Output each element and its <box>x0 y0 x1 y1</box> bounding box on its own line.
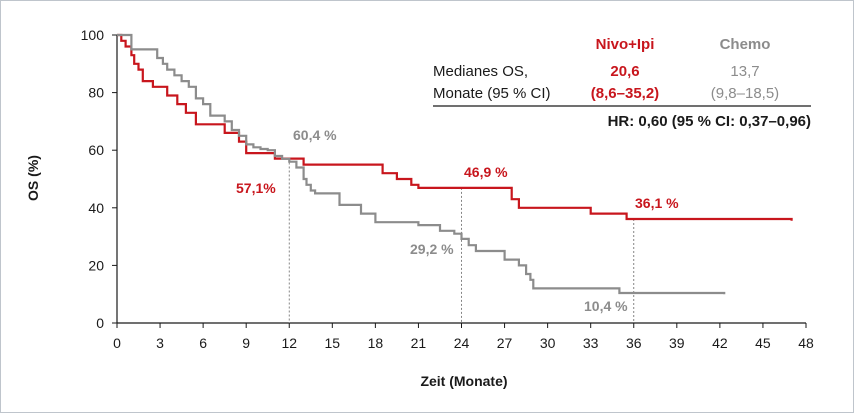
y-tick-label: 80 <box>88 85 104 101</box>
x-tick-label: 6 <box>199 335 207 351</box>
x-tick-label: 27 <box>497 335 513 351</box>
y-tick-label: 0 <box>96 315 104 331</box>
y-tick-label: 40 <box>88 200 104 216</box>
annotation-nivo-12: 57,1% <box>236 180 276 196</box>
reference-lines <box>288 158 635 323</box>
chemo-median-ci: (9,8–18,5) <box>711 85 779 102</box>
table-header-nivo: Nivo+Ipi <box>596 36 655 53</box>
chemo-median-os: 13,7 <box>730 63 759 80</box>
annotation-nivo-36: 36,1 % <box>635 195 679 211</box>
y-axis-label: OS (%) <box>25 155 41 201</box>
x-tick-label: 3 <box>156 335 164 351</box>
x-tick-label: 39 <box>669 335 685 351</box>
axes: 0 3 6 9 12 15 18 21 24 27 30 33 36 39 42 45 480204060801… <box>81 27 814 351</box>
annotation-chemo-12: 60,4 % <box>293 127 337 143</box>
annotation-chemo-36: 10,4 % <box>584 298 628 314</box>
annotation-chemo-24: 29,2 % <box>410 241 454 257</box>
x-tick-label: 33 <box>583 335 599 351</box>
y-tick-label: 100 <box>81 27 105 43</box>
table-row-label-1: Medianes OS, <box>433 63 528 80</box>
table-row-label-2: Monate (95 % CI) <box>433 85 551 102</box>
x-tick-label: 24 <box>454 335 470 351</box>
x-tick-label: 36 <box>626 335 642 351</box>
x-tick-label: 9 <box>242 335 250 351</box>
series-lines <box>117 33 793 295</box>
hazard-ratio: HR: 0,60 (95 % CI: 0,37–0,96) <box>608 113 811 130</box>
x-tick-label: 15 <box>325 335 341 351</box>
x-axis-label: Zeit (Monate) <box>420 373 507 389</box>
x-tick-label: 21 <box>411 335 427 351</box>
annotation-nivo-24: 46,9 % <box>464 164 508 180</box>
y-tick-label: 60 <box>88 142 104 158</box>
series-line-nivo-ipi <box>117 33 793 221</box>
series-line-chemo <box>117 33 726 295</box>
summary-table: Nivo+Ipi Chemo Medianes OS, Monate (95 %… <box>433 36 811 130</box>
nivo-median-os: 20,6 <box>610 63 639 80</box>
x-tick-label: 45 <box>755 335 771 351</box>
nivo-median-ci: (8,6–35,2) <box>591 85 659 102</box>
y-tick-label: 20 <box>88 257 104 273</box>
x-tick-label: 18 <box>368 335 384 351</box>
x-tick-label: 48 <box>798 335 814 351</box>
x-tick-label: 12 <box>281 335 297 351</box>
table-header-chemo: Chemo <box>720 36 771 53</box>
x-tick-label: 30 <box>540 335 556 351</box>
x-tick-label: 0 <box>113 335 121 351</box>
x-tick-label: 42 <box>712 335 728 351</box>
